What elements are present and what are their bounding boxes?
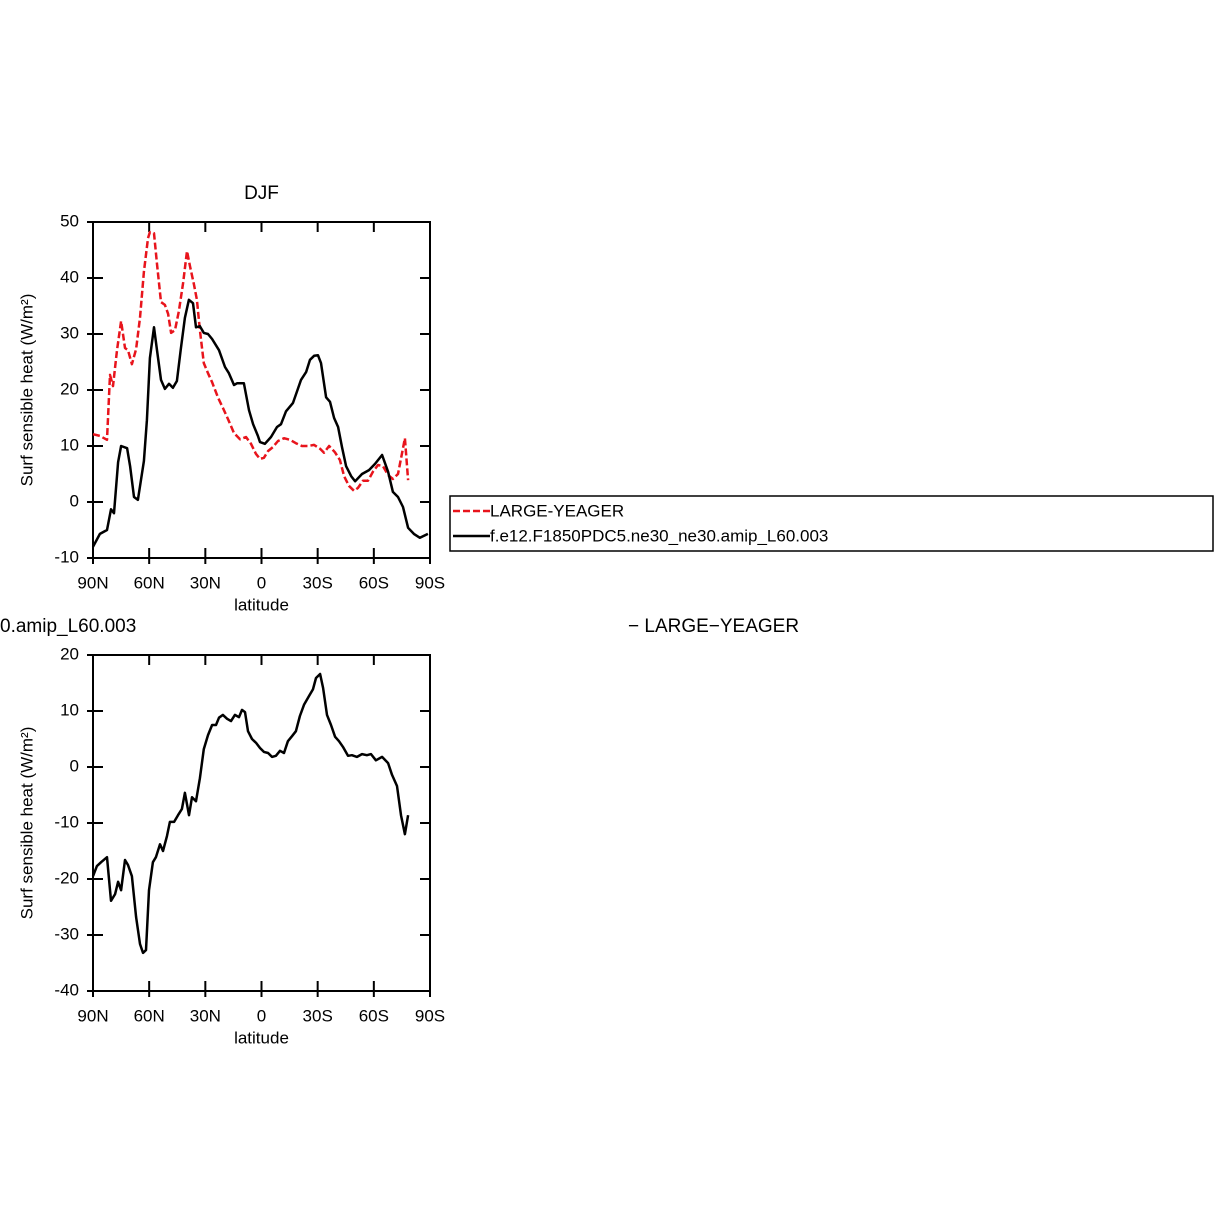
x-tick-label: 0 <box>257 573 266 592</box>
y-tick-label: 30 <box>60 323 79 342</box>
y-tick-label: 0 <box>70 756 79 775</box>
y-tick-label: -10 <box>54 547 79 566</box>
y-tick-label: -40 <box>54 980 79 999</box>
x-tick-label: 30N <box>190 1006 221 1025</box>
x-tick-label: 60N <box>134 1006 165 1025</box>
y-tick-label: 20 <box>60 644 79 663</box>
legend-box <box>449 495 1214 552</box>
plot-frame <box>92 654 431 992</box>
chart-title: DJF <box>244 183 279 204</box>
chart-title: 0.amip_L60.003 <box>0 616 136 637</box>
x-tick-label: 0 <box>257 1006 266 1025</box>
x-tick-label: 90S <box>415 573 445 592</box>
x-axis-label: latitude <box>234 595 289 614</box>
data-line <box>91 672 410 955</box>
y-tick-label: 0 <box>70 491 79 510</box>
x-tick-label: 60S <box>359 573 389 592</box>
x-tick-label: 30S <box>303 573 333 592</box>
y-tick-label: -10 <box>54 812 79 831</box>
chart-title: − LARGE−YEAGER <box>628 616 799 637</box>
legend: LARGE-YEAGER f.e12.F1850PDC5.ne30_ne30.am… <box>449 495 1214 552</box>
data-line <box>91 298 429 548</box>
x-tick-label: 60N <box>134 573 165 592</box>
y-tick-label: 20 <box>60 379 79 398</box>
x-tick-label: 30N <box>190 573 221 592</box>
y-tick-label: 50 <box>60 211 79 230</box>
y-tick-label: -30 <box>54 924 79 943</box>
x-axis-label: latitude <box>234 1028 289 1047</box>
y-tick-label: 10 <box>60 435 79 454</box>
data-line <box>92 230 410 493</box>
x-tick-label: 30S <box>303 1006 333 1025</box>
y-axis-label: Surf sensible heat (W/m²) <box>17 727 36 920</box>
y-tick-label: 10 <box>60 700 79 719</box>
x-tick-label: 90N <box>77 1006 108 1025</box>
legend-label: f.e12.F1850PDC5.ne30_ne30.amip_L60.003 <box>490 526 828 545</box>
y-tick-label: 40 <box>60 267 79 286</box>
x-tick-label: 60S <box>359 1006 389 1025</box>
y-axis-label: Surf sensible heat (W/m²) <box>17 294 36 487</box>
x-tick-label: 90S <box>415 1006 445 1025</box>
x-tick-label: 90N <box>77 573 108 592</box>
legend-label: LARGE-YEAGER <box>490 501 624 520</box>
y-tick-label: -20 <box>54 868 79 887</box>
